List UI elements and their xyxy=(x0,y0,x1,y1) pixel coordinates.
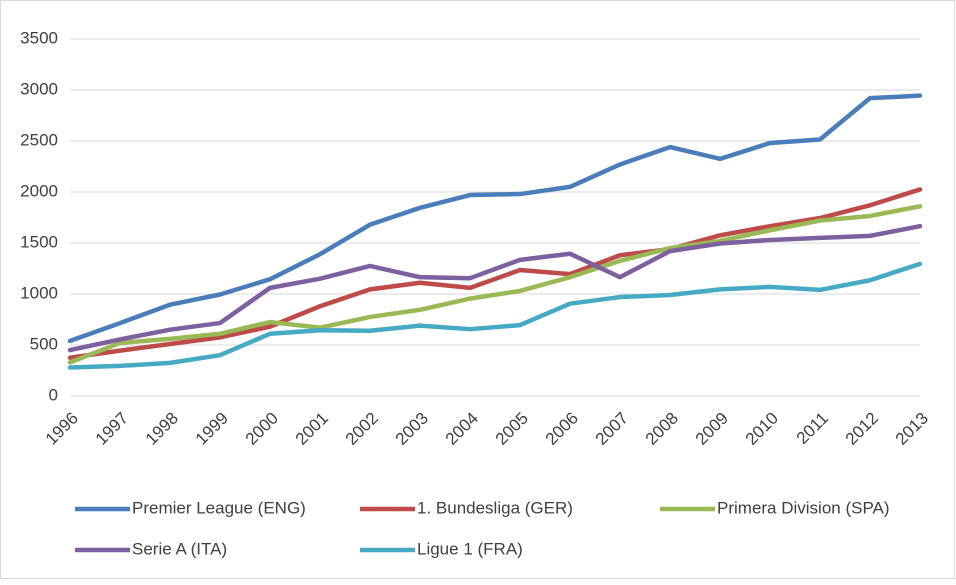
y-tick-label: 2000 xyxy=(20,181,58,200)
y-tick-label: 3000 xyxy=(20,79,58,98)
legend-label: Serie A (ITA) xyxy=(132,539,227,558)
y-tick-label: 3500 xyxy=(20,28,58,47)
series-line xyxy=(67,204,923,365)
legend-label: Premier League (ENG) xyxy=(132,498,306,517)
y-tick-label: 2500 xyxy=(20,130,58,149)
y-tick-label: 1000 xyxy=(20,283,58,302)
series-line xyxy=(67,187,923,360)
series-line xyxy=(67,261,923,370)
legend-label: Ligue 1 (FRA) xyxy=(417,539,523,558)
legend-label: Primera Division (SPA) xyxy=(717,498,890,517)
series-line xyxy=(67,223,923,353)
y-tick-label: 1500 xyxy=(20,232,58,251)
y-tick-label: 500 xyxy=(30,334,58,353)
series-line xyxy=(67,93,923,344)
y-tick-label: 0 xyxy=(49,385,58,404)
legend-label: 1. Bundesliga (GER) xyxy=(417,498,573,517)
